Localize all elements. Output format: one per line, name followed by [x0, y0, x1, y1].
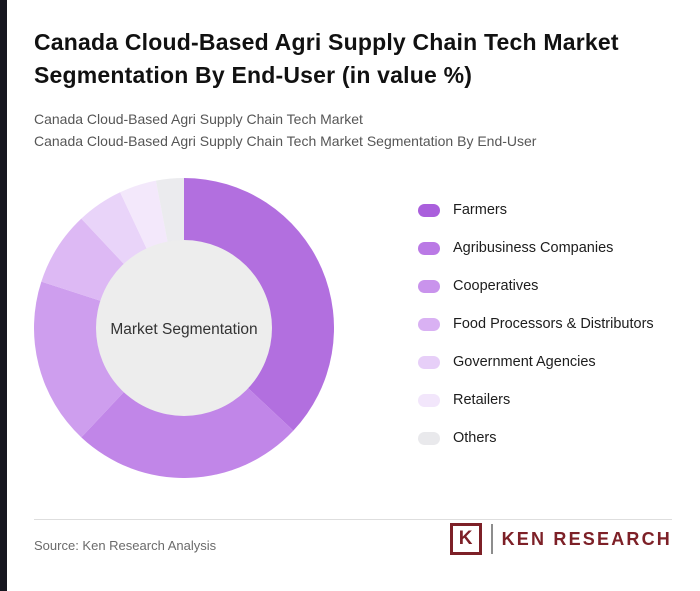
legend-item: Food Processors & Distributors [418, 314, 654, 334]
legend-swatch-icon [418, 355, 440, 369]
legend-swatch-icon [418, 241, 440, 255]
legend-swatch-icon [418, 431, 440, 445]
donut-center-label: Market Segmentation [110, 321, 257, 338]
legend-swatch-icon [418, 393, 440, 407]
legend-label: Cooperatives [453, 278, 539, 295]
legend-label: Farmers [453, 202, 507, 219]
ken-research-logo: K KEN RESEARCH [449, 523, 672, 555]
legend-label: Retailers [453, 392, 511, 409]
page-title: Canada Cloud-Based Agri Supply Chain Tec… [34, 29, 619, 88]
logo-separator [490, 524, 493, 554]
chart-legend: Farmers Agribusiness Companies Cooperative… [418, 178, 654, 448]
legend-label: Others [453, 430, 497, 447]
chart-area: Market Segmentation Farmers Agribusiness … [34, 178, 672, 479]
page-content: Canada Cloud-Based Agri Supply Chain Tec… [34, 29, 672, 479]
legend-label: Agribusiness Companies [453, 240, 614, 257]
donut-center-circle [96, 240, 272, 417]
legend-item: Agribusiness Companies [418, 238, 654, 258]
legend-swatch-icon [418, 279, 440, 293]
legend-item: Retailers [418, 390, 654, 410]
donut-chart: Market Segmentation [34, 178, 334, 479]
source-text: Source: Ken Research Analysis [34, 538, 217, 553]
legend-item: Others [418, 428, 654, 448]
legend-item: Farmers [418, 200, 654, 220]
legend-swatch-icon [418, 203, 440, 217]
logo-k-mark-icon: K [449, 523, 482, 555]
logo-wordmark: KEN RESEARCH [501, 528, 672, 549]
subtitle-line-2: Canada Cloud-Based Agri Supply Chain Tec… [34, 133, 537, 150]
legend-item: Government Agencies [418, 352, 654, 372]
legend-label: Food Processors & Distributors [453, 316, 654, 333]
subtitle-block: Canada Cloud-Based Agri Supply Chain Tec… [34, 108, 672, 152]
subtitle-line-1: Canada Cloud-Based Agri Supply Chain Tec… [34, 111, 363, 128]
legend-swatch-icon [418, 317, 440, 331]
legend-item: Cooperatives [418, 276, 654, 296]
legend-label: Government Agencies [453, 354, 596, 371]
left-accent-strip [0, 0, 7, 591]
footer-divider [34, 519, 672, 520]
